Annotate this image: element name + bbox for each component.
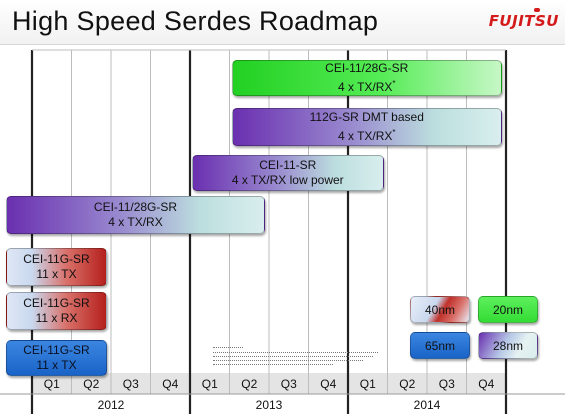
- bar-title: CEI-11/28G-SR: [325, 61, 409, 75]
- bar-subtitle: 11 x TX: [36, 267, 76, 282]
- bar-subtitle: 4 x TX/RX*: [338, 125, 396, 144]
- year-label: 2012: [97, 398, 125, 412]
- quarter-label: Q1: [359, 377, 376, 391]
- page-title: High Speed Serdes Roadmap: [12, 6, 379, 36]
- roadmap-bar: CEI-11G-SR 11 x TX: [6, 340, 107, 376]
- legend-swatch: 65nm: [410, 332, 470, 359]
- bar-subtitle-text: 4 x TX/RX: [337, 129, 393, 143]
- quarter-label: Q3: [122, 377, 139, 391]
- bar-title: CEI-11G-SR: [23, 343, 90, 357]
- logo-dot: [534, 8, 540, 12]
- bar-title: CEI-11-SR: [259, 158, 317, 172]
- bar-subtitle: 11 x TX: [36, 358, 76, 373]
- roadmap-bar: CEI-11-SR 4 x TX/RX low power: [192, 155, 384, 191]
- bar-subtitle: 4 x TX/RX: [108, 215, 162, 230]
- bar-footnote-mark: *: [392, 128, 396, 137]
- bar-subtitle-text: 4 x TX/RX low power: [231, 173, 344, 187]
- roadmap-bar: 112G-SR DMT based 4 x TX/RX*: [231, 108, 502, 146]
- bar-subtitle-text: 11 x TX: [36, 267, 77, 281]
- bar-title: CEI-11G-SR: [23, 296, 90, 310]
- bar-subtitle-text: 11 x RX: [35, 311, 78, 325]
- disclaimer-text: [213, 347, 383, 366]
- quarter-label: Q2: [241, 377, 258, 391]
- year-label: 2014: [413, 398, 441, 412]
- legend-swatch: 28nm: [478, 332, 538, 359]
- bar-subtitle-text: 11 x TX: [36, 358, 77, 372]
- quarter-label: Q2: [83, 377, 100, 391]
- bar-subtitle-text: 4 x TX/RX: [337, 80, 393, 94]
- header-bar: High Speed Serdes Roadmap FUJITSU: [0, 0, 565, 44]
- quarter-label: Q1: [201, 377, 218, 391]
- quarter-label: Q2: [399, 377, 416, 391]
- roadmap-bar: CEI-11/28G-SR 4 x TX/RX: [6, 196, 265, 234]
- bar-subtitle: 4 x TX/RX low power: [232, 173, 344, 188]
- quarter-label: Q4: [478, 377, 495, 391]
- quarter-label: Q1: [43, 377, 60, 391]
- bar-subtitle: 11 x RX: [36, 311, 78, 326]
- quarter-label: Q4: [162, 377, 179, 391]
- legend-swatch: 40nm: [410, 296, 470, 323]
- bar-title: CEI-11/28G-SR: [93, 200, 178, 214]
- bar-footnote-mark: *: [392, 79, 396, 88]
- quarter-label: Q4: [320, 377, 337, 391]
- bar-subtitle-text: 4 x TX/RX: [108, 215, 163, 229]
- quarter-label: Q3: [280, 377, 297, 391]
- year-label: 2013: [255, 398, 283, 412]
- quarter-label: Q3: [438, 377, 455, 391]
- bar-subtitle: 4 x TX/RX*: [338, 76, 396, 95]
- roadmap-bar: CEI-11/28G-SR 4 x TX/RX*: [231, 60, 502, 96]
- roadmap-bar: CEI-11G-SR 11 x TX: [6, 248, 107, 286]
- bar-title: 112G-SR DMT based: [309, 110, 424, 124]
- legend-swatch: 20nm: [478, 296, 538, 323]
- bar-title: CEI-11G-SR: [23, 252, 90, 266]
- roadmap-bar: CEI-11G-SR 11 x RX: [6, 292, 107, 330]
- fujitsu-logo: FUJITSU: [488, 12, 559, 30]
- header-divider: [0, 44, 565, 45]
